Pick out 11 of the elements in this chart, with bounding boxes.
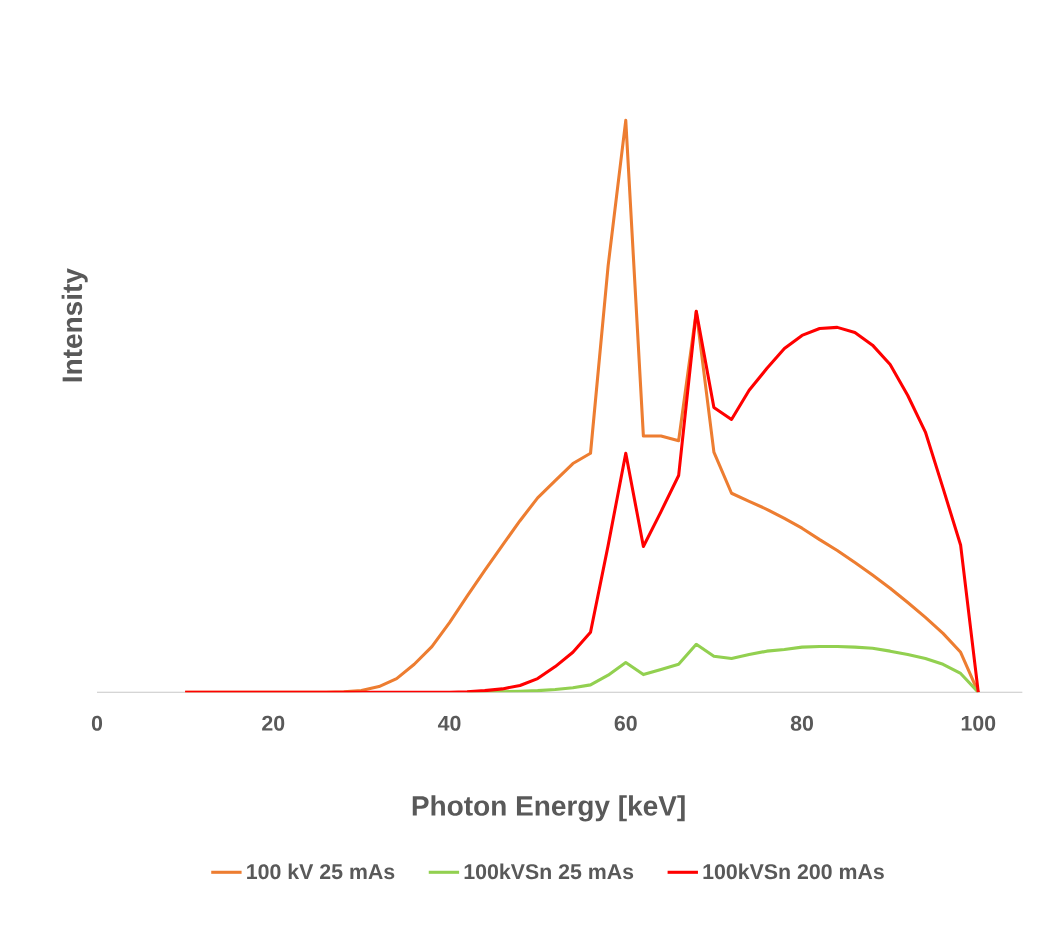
- legend-label: 100 kV 25 mAs: [247, 863, 395, 880]
- x-tick-label: 40: [437, 715, 461, 731]
- legend-label: 100kVSn 200 mAs: [703, 863, 884, 880]
- x-tick-label: 100: [961, 715, 996, 731]
- x-tick-label: 80: [790, 715, 813, 731]
- x-tick-label: 60: [614, 715, 637, 731]
- legend-label: 100kVSn 25 mAs: [464, 863, 634, 880]
- x-tick-label: 20: [262, 715, 285, 731]
- x-axis-title: Photon Energy [keV]: [412, 795, 685, 822]
- y-axis-title: Intensity: [61, 268, 88, 382]
- x-tick-label: 0: [91, 715, 103, 731]
